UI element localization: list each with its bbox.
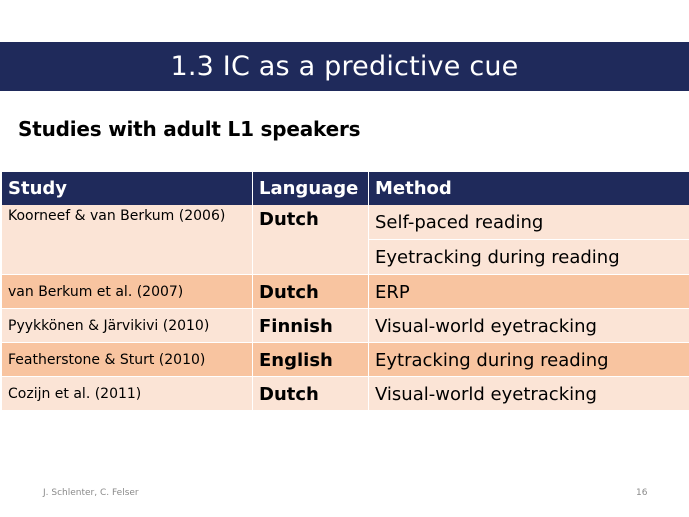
table-row: Featherstone & Sturt (2010) English Eytr…: [2, 343, 689, 377]
study-cell: Cozijn et al. (2011): [2, 377, 253, 411]
language-cell: Dutch: [253, 205, 369, 275]
header-language: Language: [253, 172, 369, 205]
method-cell: Eyetracking during reading: [369, 240, 689, 275]
study-cell: Featherstone & Sturt (2010): [2, 343, 253, 377]
title-bar: 1.3 IC as a predictive cue: [0, 42, 689, 91]
method-cell: ERP: [369, 275, 689, 309]
table-row: Eyetracking during reading: [2, 240, 689, 275]
language-cell: Dutch: [253, 275, 369, 309]
method-cell: Eytracking during reading: [369, 343, 689, 377]
method-cell: Self-paced reading: [369, 205, 689, 240]
studies-table: Study Language Method Koorneef & van Ber…: [2, 172, 689, 411]
method-cell: Visual-world eyetracking: [369, 377, 689, 411]
study-cell: Koorneef & van Berkum (2006): [2, 205, 253, 275]
page-number: 16: [636, 488, 648, 498]
slide-title: 1.3 IC as a predictive cue: [170, 51, 519, 82]
slide-subtitle: Studies with adult L1 speakers: [18, 117, 361, 141]
footer-authors: J. Schlenter, C. Felser: [43, 488, 139, 498]
table-row: Koorneef & van Berkum (2006) Dutch Self-…: [2, 205, 689, 275]
table-header-row: Study Language Method: [2, 172, 689, 205]
header-study: Study: [2, 172, 253, 205]
header-method: Method: [375, 178, 452, 199]
language-cell: English: [253, 343, 369, 377]
study-cell: van Berkum et al. (2007): [2, 275, 253, 309]
language-cell: Dutch: [253, 377, 369, 411]
study-cell: Pyykkönen & Järvikivi (2010): [2, 309, 253, 343]
method-cell: Visual-world eyetracking: [369, 309, 689, 343]
table-row: Pyykkönen & Järvikivi (2010) Finnish Vis…: [2, 309, 689, 343]
language-cell: Finnish: [253, 309, 369, 343]
table-row: Cozijn et al. (2011) Dutch Visual-world …: [2, 377, 689, 411]
table-row: van Berkum et al. (2007) Dutch ERP: [2, 275, 689, 309]
